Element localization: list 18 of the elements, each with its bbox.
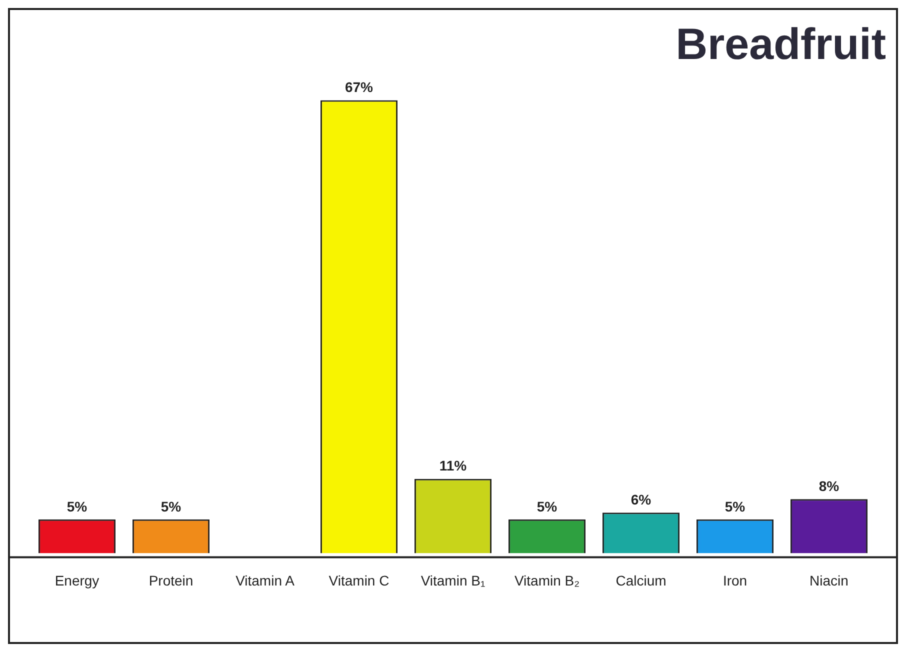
data-label: 5% [160, 498, 182, 514]
x-tick-label: Protein [148, 572, 194, 588]
x-tick-label: Energy [54, 572, 100, 588]
x-tick-label: Vitamin A [236, 572, 296, 588]
data-label: 67% [344, 79, 374, 96]
x-tick-label: Vitamin B₂ [514, 572, 580, 588]
data-label: 8% [818, 478, 840, 494]
x-tick-label: Vitamin C [328, 572, 390, 588]
data-label: 6% [630, 492, 652, 508]
chart-title: Breadfruit [676, 20, 886, 70]
x-tick-label: Calcium [616, 572, 666, 588]
data-label: 11% [439, 458, 468, 474]
data-label: 5% [66, 498, 88, 514]
data-label: 5% [724, 498, 746, 514]
x-tick-label: Iron [722, 572, 748, 588]
x-tick-label: Vitamin B₁ [420, 572, 486, 588]
x-tick-label: Niacin [810, 572, 848, 588]
data-label: 5% [536, 498, 558, 514]
